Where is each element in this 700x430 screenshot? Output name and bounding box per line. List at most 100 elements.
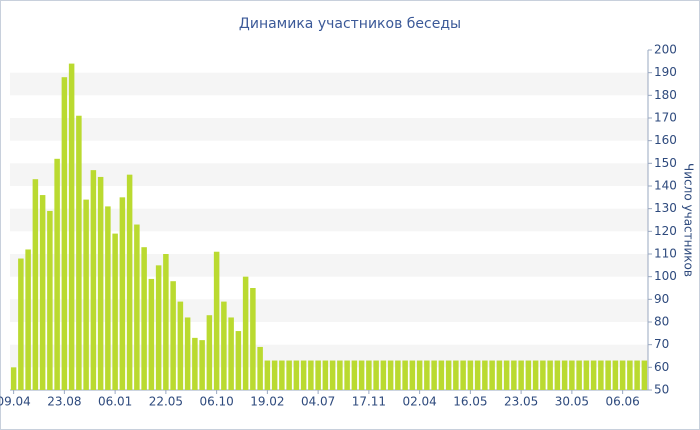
bar (141, 247, 147, 390)
bar (105, 206, 111, 390)
bar (540, 360, 546, 390)
grid-band (10, 299, 648, 322)
bar (97, 176, 104, 390)
bar (32, 179, 39, 390)
y-tick-label: 120 (654, 224, 677, 238)
bar (83, 199, 89, 390)
x-tick-label: 16.05 (453, 395, 487, 409)
y-tick-label: 160 (654, 133, 677, 147)
bar (619, 360, 626, 390)
bar (10, 367, 17, 390)
bar (387, 360, 394, 390)
bar (474, 360, 481, 390)
bar (199, 340, 205, 390)
grid-band (10, 208, 648, 232)
bar (221, 301, 227, 390)
bar (112, 233, 118, 390)
bar (641, 360, 648, 390)
bar (554, 360, 561, 390)
bar (228, 317, 234, 390)
bar (525, 360, 532, 390)
bar (373, 360, 379, 390)
y-tick-label: 140 (654, 179, 677, 193)
bar (76, 115, 82, 390)
bar (308, 360, 314, 390)
bar (68, 63, 75, 390)
grid-band (10, 254, 648, 277)
y-tick-label: 50 (654, 383, 669, 397)
x-tick-label: 04.07 (301, 395, 335, 409)
bar (61, 77, 68, 390)
bar (366, 360, 372, 390)
bar (322, 360, 329, 390)
bar (634, 360, 640, 390)
bar (293, 360, 300, 390)
bar (119, 197, 126, 390)
grid-band (10, 163, 648, 186)
bar (329, 360, 336, 390)
bar (503, 360, 510, 390)
chart-title: Динамика участников беседы (239, 16, 461, 32)
bar (402, 360, 408, 390)
bar (39, 195, 46, 390)
bar (300, 360, 307, 390)
x-tick-label: 30.05 (555, 395, 589, 409)
bar (409, 360, 416, 390)
bar (460, 360, 466, 390)
bar (561, 360, 568, 390)
bar (344, 360, 350, 390)
bar (315, 360, 321, 390)
bar (590, 360, 597, 390)
bar (242, 276, 249, 390)
x-tick-label: 17.11 (352, 395, 386, 409)
grid-band (10, 118, 648, 141)
bar (547, 360, 553, 390)
bar (54, 158, 60, 390)
bar (351, 360, 358, 390)
bar (192, 337, 198, 390)
bar (271, 360, 278, 390)
y-tick-label: 80 (654, 315, 669, 329)
y-tick-label: 110 (654, 247, 677, 261)
bar (206, 315, 213, 390)
x-tick-label: 22.05 (149, 395, 183, 409)
bar (134, 224, 140, 390)
bar (424, 360, 430, 390)
bar (496, 360, 503, 390)
grid-band (10, 72, 648, 96)
bar (511, 360, 517, 390)
bar (148, 278, 155, 390)
bar (467, 360, 474, 390)
x-tick-label: 23.05 (504, 395, 538, 409)
bar (250, 288, 256, 390)
bar (279, 360, 285, 390)
bar (605, 360, 611, 390)
bar (576, 360, 582, 390)
bar (627, 360, 633, 390)
bar (482, 360, 488, 390)
x-tick-label: 02.04 (402, 395, 436, 409)
bar (395, 360, 401, 390)
y-tick-label: 130 (654, 201, 677, 215)
bar (155, 265, 162, 390)
bar (445, 360, 452, 390)
x-tick-label: 06.01 (98, 395, 132, 409)
bar (90, 170, 97, 390)
y-tick-label: 100 (654, 269, 677, 283)
bar (358, 360, 365, 390)
bar (583, 360, 590, 390)
x-tick-label: 23.08 (47, 395, 81, 409)
bar (286, 360, 292, 390)
bar (416, 360, 423, 390)
y-tick-label: 70 (654, 337, 669, 351)
bar (257, 346, 263, 390)
bar (126, 174, 133, 390)
bar (184, 317, 191, 390)
y-axis-label: Число участников (682, 163, 696, 277)
bar (612, 360, 619, 390)
bar (518, 360, 524, 390)
bar (25, 249, 31, 390)
y-tick-label: 180 (654, 88, 677, 102)
grid-band (10, 344, 648, 368)
